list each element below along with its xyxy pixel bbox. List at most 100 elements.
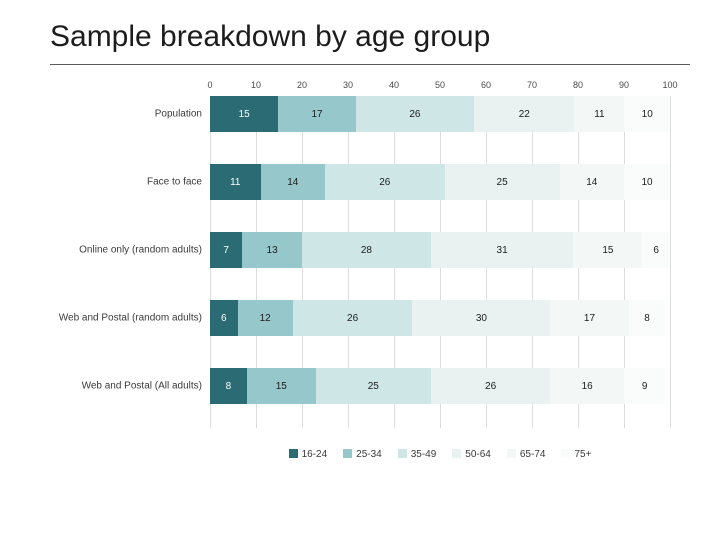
legend-label: 75+	[574, 449, 591, 460]
bar-value: 15	[239, 109, 250, 120]
legend-item: 75+	[561, 449, 591, 460]
bar-value: 6	[653, 245, 659, 256]
bar-segment: 9	[624, 368, 665, 404]
x-tick: 50	[435, 80, 445, 90]
x-tick: 40	[389, 80, 399, 90]
bar-segment: 30	[412, 300, 550, 336]
bar-segment: 26	[356, 96, 474, 132]
bar-value: 26	[379, 177, 390, 188]
age-breakdown-chart: 0102030405060708090100 Population1517262…	[40, 80, 690, 460]
x-tick: 20	[297, 80, 307, 90]
bar-value: 28	[361, 245, 372, 256]
legend-item: 65-74	[507, 449, 546, 460]
bar-segment: 15	[573, 232, 642, 268]
bar-value: 26	[347, 313, 358, 324]
legend-swatch	[561, 449, 570, 458]
bar-value: 17	[311, 109, 322, 120]
gridline	[670, 96, 671, 428]
plot-area: 0102030405060708090100 Population1517262…	[210, 80, 670, 460]
row-label: Web and Postal (All adults)	[32, 381, 210, 392]
bar-value: 9	[642, 381, 648, 392]
bar-segment: 11	[574, 96, 624, 132]
bar-segment: 25	[445, 164, 560, 200]
x-tick: 0	[207, 80, 212, 90]
bar-value: 8	[644, 313, 650, 324]
bar-value: 11	[594, 109, 604, 120]
bar-segment: 8	[629, 300, 666, 336]
bar-segment: 17	[550, 300, 628, 336]
bar-value: 22	[519, 109, 530, 120]
bar-value: 16	[582, 381, 593, 392]
bar-segment: 22	[474, 96, 574, 132]
x-tick: 60	[481, 80, 491, 90]
legend-swatch	[398, 449, 407, 458]
bar-segment: 7	[210, 232, 242, 268]
bar-value: 8	[226, 381, 232, 392]
bar-rows: Population151726221110Face to face111426…	[210, 96, 670, 436]
x-tick: 100	[662, 80, 677, 90]
bar-segment: 25	[316, 368, 431, 404]
bar-segment: 14	[261, 164, 325, 200]
bar-value: 26	[409, 109, 420, 120]
bar-segment: 15	[247, 368, 316, 404]
title-rule	[50, 64, 690, 65]
bar-row: Online only (random adults)7132831156	[210, 232, 670, 268]
bar-row: Web and Postal (All adults)8152526169	[210, 368, 670, 404]
x-tick: 80	[573, 80, 583, 90]
row-label: Web and Postal (random adults)	[32, 313, 210, 324]
bar-segment: 10	[624, 164, 670, 200]
x-tick: 10	[251, 80, 261, 90]
bar-value: 15	[602, 245, 613, 256]
legend-label: 16-24	[302, 449, 328, 460]
legend-label: 65-74	[520, 449, 546, 460]
bar-value: 30	[476, 313, 487, 324]
bar-segment: 6	[210, 300, 238, 336]
bar-value: 12	[260, 313, 271, 324]
bar-segment: 12	[238, 300, 293, 336]
x-axis: 0102030405060708090100	[210, 80, 670, 94]
legend-label: 25-34	[356, 449, 382, 460]
legend-item: 50-64	[452, 449, 491, 460]
row-label: Face to face	[32, 177, 210, 188]
x-tick: 30	[343, 80, 353, 90]
legend-swatch	[289, 449, 298, 458]
bar-row: Web and Postal (random adults)6122630178	[210, 300, 670, 336]
bar-segment: 13	[242, 232, 302, 268]
legend-swatch	[507, 449, 516, 458]
row-label: Population	[32, 109, 210, 120]
bar-segment: 11	[210, 164, 261, 200]
bar-value: 6	[221, 313, 227, 324]
bar-segment: 14	[560, 164, 624, 200]
bar-value: 10	[642, 109, 653, 120]
bar-segment: 26	[431, 368, 551, 404]
x-tick: 90	[619, 80, 629, 90]
bar-segment: 26	[325, 164, 445, 200]
bar-value: 15	[276, 381, 287, 392]
row-label: Online only (random adults)	[32, 245, 210, 256]
legend-item: 35-49	[398, 449, 437, 460]
legend: 16-24 25-34 35-49 50-64 65-74 75+	[210, 449, 670, 460]
bar-segment: 16	[550, 368, 624, 404]
legend-label: 35-49	[411, 449, 437, 460]
legend-item: 25-34	[343, 449, 382, 460]
bar-value: 14	[586, 177, 597, 188]
legend-label: 50-64	[465, 449, 491, 460]
bar-row: Face to face111426251410	[210, 164, 670, 200]
page-title: Sample breakdown by age group	[50, 20, 490, 54]
bar-value: 11	[230, 177, 240, 188]
bar-segment: 15	[210, 96, 278, 132]
bar-segment: 31	[431, 232, 574, 268]
bar-row: Population151726221110	[210, 96, 670, 132]
bar-segment: 8	[210, 368, 247, 404]
bar-segment: 17	[278, 96, 355, 132]
bar-value: 7	[223, 245, 229, 256]
legend-swatch	[452, 449, 461, 458]
bar-segment: 26	[293, 300, 413, 336]
bar-value: 14	[287, 177, 298, 188]
bar-value: 26	[485, 381, 496, 392]
bar-value: 10	[641, 177, 652, 188]
bar-value: 25	[368, 381, 379, 392]
bar-value: 13	[267, 245, 278, 256]
legend-swatch	[343, 449, 352, 458]
bar-value: 17	[584, 313, 595, 324]
